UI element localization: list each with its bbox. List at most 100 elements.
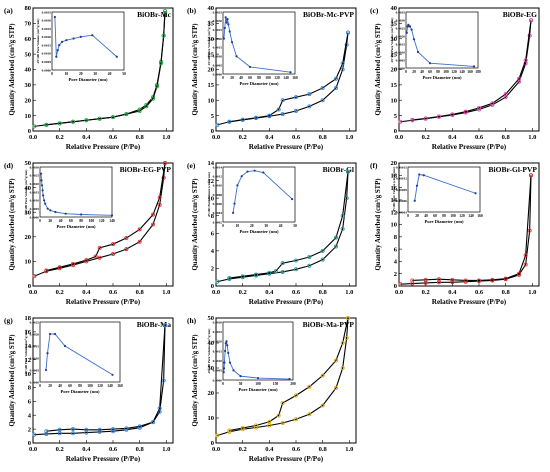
panel-label: (h) — [187, 316, 197, 325]
inset-x-tick-label: 120 — [451, 70, 457, 74]
isotherm-point — [157, 202, 162, 207]
inset-y-tick-label: 0.0005 — [213, 63, 223, 67]
inset-frame — [222, 166, 296, 223]
y-tick-label: 30 — [25, 82, 32, 89]
isotherm-point — [307, 263, 312, 268]
y-tick-label: 8 — [28, 385, 32, 392]
inset-x-tick-label: 60 — [428, 70, 432, 74]
x-tick-label: 0.8 — [319, 134, 328, 141]
x-tick-label: 0.4 — [82, 289, 91, 296]
inset-x-tick-label: 100 — [450, 214, 456, 218]
pore-distribution-point — [225, 340, 228, 343]
pore-distribution-point — [227, 23, 230, 26]
y-tick-label: 70 — [25, 21, 32, 28]
inset-chart: 0 20 40 60 80 100 120 140 160 180 0.0000 0.0005 0.00… — [390, 10, 481, 80]
isotherm-point — [307, 384, 312, 389]
y-tick-label: 10 — [25, 371, 32, 378]
y-tick-label: 35 — [391, 21, 398, 28]
pore-distribution-line — [232, 170, 293, 213]
y-tick-label: 0 — [394, 283, 397, 290]
pore-distribution-point — [222, 367, 226, 370]
isotherm-point — [410, 117, 415, 122]
isotherm-point — [254, 272, 259, 277]
y-tick-label: 5 — [394, 113, 398, 120]
pore-distribution-point — [54, 210, 57, 214]
pore-distribution-point — [58, 44, 61, 47]
x-tick-label: 0.0 — [29, 446, 37, 453]
inset-x-tick-label: 140 — [283, 76, 289, 80]
x-tick-label: 0.6 — [292, 446, 301, 453]
inset-x-tick-label: 140 — [459, 70, 465, 74]
x-tick-label: 1.0 — [345, 289, 353, 296]
pore-distribution-point — [48, 332, 52, 336]
inset-y-tick-label: 0.0035 — [213, 10, 223, 14]
inset-x-tick-label: 30 — [93, 72, 97, 76]
inset-y-axis-label: dV/dD Pore Volume (cm³/g·nm) — [36, 19, 40, 64]
pore-distribution-point — [289, 71, 292, 74]
y-tick-label: 10 — [391, 222, 398, 229]
inset-y-tick-label: 0.0006 — [213, 202, 223, 206]
isotherm-point — [276, 107, 281, 112]
y-tick-label: 6 — [211, 230, 215, 237]
chart-panel-3: 0.0 0.2 0.4 0.6 0.8 1.0 0 5 10 15 20 25 30 35 40 Relati… — [370, 5, 540, 151]
isotherm-point — [437, 114, 442, 119]
inset-frame — [407, 166, 481, 213]
isotherm-point — [280, 261, 285, 266]
y-tick-label: 60 — [25, 36, 32, 43]
y-tick-label: 6 — [28, 399, 32, 406]
inset-frame — [222, 321, 294, 381]
isotherm-point — [516, 76, 521, 81]
isotherm-point — [423, 277, 428, 282]
isotherm-point — [307, 255, 312, 260]
x-tick-label: 0.4 — [82, 446, 91, 453]
inset-y-tick-label: 0.0025 — [30, 320, 40, 324]
pore-distribution-point — [227, 351, 230, 355]
y-tick-label: 40 — [391, 5, 398, 12]
y-axis-label: Quantity Adsorbed (cm³/g STP) — [192, 334, 199, 426]
y-tick-label: 14 — [25, 343, 32, 350]
isotherm-point — [490, 101, 495, 106]
pore-distribution-point — [225, 21, 228, 24]
inset-y-tick-label: 0.0025 — [42, 27, 52, 31]
isotherm-line-desorption — [229, 32, 349, 123]
pore-distribution-point — [46, 352, 49, 355]
inset-x-tick-label: 100 — [255, 382, 261, 386]
pore-distribution-point — [474, 192, 477, 195]
x-tick-label: 0.8 — [502, 289, 511, 296]
y-tick-label: 20 — [391, 67, 398, 74]
pore-distribution-point — [233, 202, 236, 205]
isotherm-point — [215, 122, 220, 127]
x-tick-label: 0.2 — [56, 446, 64, 453]
panel-label: (b) — [187, 6, 197, 15]
inset-y-axis-label: dV/dD Pore Volume (cm³/g·nm) — [207, 21, 211, 66]
x-tick-label: 0.0 — [29, 289, 37, 296]
x-tick-label: 0.4 — [82, 134, 91, 141]
y-tick-label: 80 — [25, 5, 32, 12]
pore-distribution-point — [235, 55, 238, 58]
inset-x-tick-label: 200 — [290, 382, 296, 386]
inset-chart: 0 20 40 60 80 100 120 140 160 0.00003 0.00006 0.000… — [392, 165, 483, 224]
chart-panel-2: 0.0 0.2 0.4 0.6 0.8 1.0 0 5 10 15 20 25 30 35 40 Relati… — [187, 5, 357, 151]
x-tick-label: 0.0 — [29, 134, 37, 141]
inset-y-tick-label: 0.0020 — [213, 37, 223, 41]
pore-distribution-point — [416, 50, 420, 54]
chart-panel-8: 0.0 0.2 0.4 0.6 0.8 1.0 0 10 20 30 40 50 Relative Pr… — [187, 315, 357, 463]
isotherm-point — [344, 335, 349, 340]
isotherm-point — [294, 417, 299, 422]
isotherm-point — [71, 261, 76, 266]
inset-y-tick-label: 0.00006 — [396, 199, 407, 203]
sample-title: BiOBr-Mc-PVP — [303, 10, 354, 19]
inset-x-tick-label: 100 — [443, 70, 449, 74]
isotherm-point — [97, 245, 102, 250]
pore-distribution-point — [55, 55, 58, 58]
y-tick-label: 4 — [394, 259, 398, 266]
isotherm-point — [307, 104, 312, 109]
pore-distribution-point — [228, 30, 231, 33]
inset-y-tick-label: 0.0020 — [396, 34, 406, 38]
isotherm-point — [162, 322, 167, 327]
pore-distribution-point — [291, 197, 294, 201]
isotherm-point — [162, 161, 167, 166]
isotherm-point — [516, 271, 521, 276]
isotherm-point — [503, 276, 508, 281]
pore-distribution-point — [63, 344, 67, 348]
